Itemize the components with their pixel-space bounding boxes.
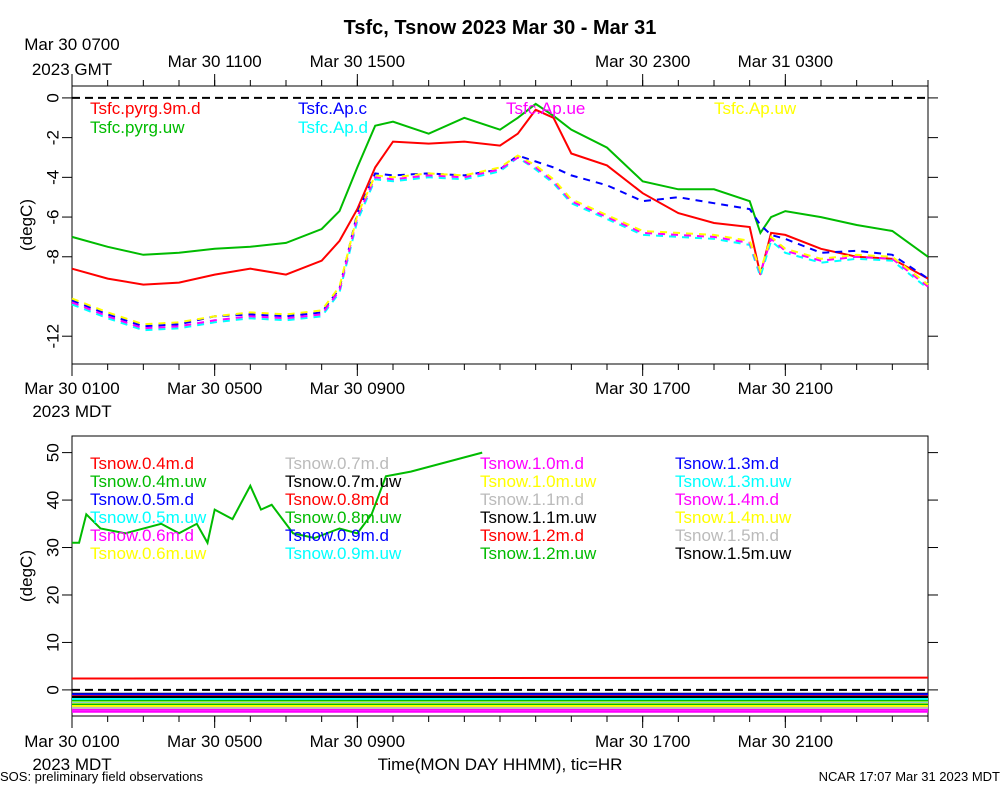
legend-tsfc-ap-uw: Tsfc.Ap.uw <box>714 99 797 118</box>
tsfc-y-axis-label: (degC) <box>17 199 36 251</box>
legend-tsnow-1-5m-uw: Tsnow.1.5m.uw <box>675 544 792 563</box>
series-tsfc-ap-ue <box>71 156 929 330</box>
legend-tsnow-1-0m-d: Tsnow.1.0m.d <box>480 454 584 473</box>
y-tick-label: -8 <box>43 249 62 264</box>
tsnow-bottom-axis: Mar 30 0100 2023 MDT Mar 30 0500 Mar 30 090… <box>24 716 929 774</box>
tsnow-mdt-tick-label: Mar 30 1700 <box>595 732 690 751</box>
tsfc-legend: Tsfc.pyrg.9m.dTsfc.pyrg.uwTsfc.Ap.cTsfc.… <box>90 99 797 137</box>
legend-tsfc-pyrg-9m-d: Tsfc.pyrg.9m.d <box>90 99 201 118</box>
tsnow-mdt-tick-label: Mar 30 2100 <box>738 732 833 751</box>
footer-right: NCAR 17:07 Mar 31 2023 MDT <box>819 769 1000 784</box>
tsfc-series <box>71 102 929 332</box>
tsfc-mdt-tick-label: Mar 30 0500 <box>167 379 262 398</box>
tsfc-mdt-tick-label: Mar 30 0900 <box>310 379 405 398</box>
y-tick-label: 30 <box>43 538 62 557</box>
tsfc-mdt-tick-year: 2023 MDT <box>32 402 111 421</box>
legend-tsnow-1-3m-d: Tsnow.1.3m.d <box>675 454 779 473</box>
legend-tsnow-0-6m-d: Tsnow.0.6m.d <box>90 526 194 545</box>
gmt-top-axis: Mar 30 0700 Mar 30 1100 Mar 30 1500 Mar 30 … <box>24 35 929 86</box>
tsfc-mdt-tick-label: Mar 30 1700 <box>595 379 690 398</box>
legend-tsnow-0-7m-uw: Tsnow.0.7m.uw <box>285 472 402 491</box>
legend-tsnow-0-4m-d: Tsnow.0.4m.d <box>90 454 194 473</box>
legend-tsnow-0-8m-uw: Tsnow.0.8m.uw <box>285 508 402 527</box>
y-tick-label: -12 <box>43 324 62 349</box>
chart-title: Tsfc, Tsnow 2023 Mar 30 - Mar 31 <box>344 17 657 39</box>
y-tick-label: 0 <box>43 93 62 102</box>
series-tsfc-ap-c <box>71 154 929 328</box>
legend-tsnow-1-2m-d: Tsnow.1.2m.d <box>480 526 584 545</box>
series-tsfc-pyrg-uw <box>71 102 929 258</box>
legend-tsnow-1-0m-uw: Tsnow.1.0m.uw <box>480 472 597 491</box>
legend-tsnow-0-9m-uw: Tsnow.0.9m.uw <box>285 544 402 563</box>
legend-tsnow-0-9m-d: Tsnow.0.9m.d <box>285 526 389 545</box>
series-tsnow-0-4m-d <box>71 676 929 680</box>
legend-tsfc-ap-ue: Tsfc.Ap.ue <box>506 99 585 118</box>
tsnow-y-axis: 0 10 20 30 40 50 <box>43 443 938 695</box>
tsfc-y-axis: 0 -2 -4 -6 -8 -12 <box>43 93 938 348</box>
tsnow-legend: Tsnow.0.4m.dTsnow.0.4m.uwTsnow.0.5m.dTsn… <box>90 454 792 563</box>
y-tick-label: -4 <box>43 170 62 185</box>
legend-tsnow-1-1m-d: Tsnow.1.1m.d <box>480 490 584 509</box>
tsfc-mdt-tick-label: Mar 30 0100 <box>24 379 119 398</box>
legend-tsnow-0-4m-uw: Tsnow.0.4m.uw <box>90 472 207 491</box>
legend-tsnow-1-4m-d: Tsnow.1.4m.d <box>675 490 779 509</box>
y-tick-label: 20 <box>43 586 62 605</box>
series-tsfc-pyrg-9m-d <box>71 108 929 286</box>
legend-tsnow-0-5m-uw: Tsnow.0.5m.uw <box>90 508 207 527</box>
tsnow-mdt-tick-label: Mar 30 0500 <box>167 732 262 751</box>
legend-tsfc-pyrg-uw: Tsfc.pyrg.uw <box>90 118 185 137</box>
legend-tsnow-1-2m-uw: Tsnow.1.2m.uw <box>480 544 597 563</box>
y-tick-label: 10 <box>43 633 62 652</box>
tsnow-mdt-tick-year: 2023 MDT <box>32 755 111 774</box>
legend-tsnow-0-8m-d: Tsnow.0.8m.d <box>285 490 389 509</box>
y-tick-label: -6 <box>43 209 62 224</box>
tsnow-mdt-tick-label: Mar 30 0100 <box>24 732 119 751</box>
legend-tsnow-0-6m-uw: Tsnow.0.6m.uw <box>90 544 207 563</box>
y-tick-label: -2 <box>43 130 62 145</box>
gmt-tick-label: Mar 30 1500 <box>310 52 405 71</box>
y-tick-label: 0 <box>43 685 62 694</box>
gmt-tick-label: Mar 30 2300 <box>595 52 690 71</box>
gmt-tick-label: Mar 30 1100 <box>168 52 262 71</box>
legend-tsnow-0-7m-d: Tsnow.0.7m.d <box>285 454 389 473</box>
legend-tsnow-1-3m-uw: Tsnow.1.3m.uw <box>675 472 792 491</box>
legend-tsnow-1-4m-uw: Tsnow.1.4m.uw <box>675 508 792 527</box>
series-tsnow-0-4m-uw <box>72 451 483 546</box>
y-tick-label: 50 <box>43 443 62 462</box>
tsfc-panel: (degC) Mar 30 0700 Mar 30 1100 Mar 30 1500… <box>17 35 938 421</box>
tsnow-series <box>71 451 929 713</box>
y-tick-label: 40 <box>43 491 62 510</box>
gmt-tick-year: 2023 GMT <box>32 60 112 79</box>
tsfc-mdt-tick-label: Mar 30 2100 <box>738 379 833 398</box>
tsfc-bottom-axis: Mar 30 0100 2023 MDT Mar 30 0500 Mar 30 090… <box>24 364 929 421</box>
legend-tsfc-ap-c: Tsfc.Ap.c <box>298 99 367 118</box>
gmt-tick-label: Mar 31 0300 <box>738 52 833 71</box>
tsnow-mdt-tick-label: Mar 30 0900 <box>310 732 405 751</box>
legend-tsnow-0-5m-d: Tsnow.0.5m.d <box>90 490 194 509</box>
gmt-tick-label: Mar 30 0700 <box>24 35 119 54</box>
legend-tsnow-1-1m-uw: Tsnow.1.1m.uw <box>480 508 597 527</box>
legend-tsfc-ap-d: Tsfc.Ap.d <box>298 118 368 137</box>
series-tsfc-ap-uw <box>71 154 929 326</box>
tsnow-y-axis-label: (degC) <box>17 550 36 602</box>
footer-left: SOS: preliminary field observations <box>0 769 204 784</box>
x-axis-label: Time(MON DAY HHMM), tic=HR <box>378 755 623 774</box>
legend-tsnow-1-5m-d: Tsnow.1.5m.d <box>675 526 779 545</box>
